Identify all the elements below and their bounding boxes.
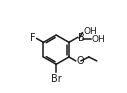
Text: Br: Br	[51, 74, 62, 84]
Text: F: F	[30, 33, 35, 43]
Text: OH: OH	[92, 35, 105, 44]
Text: B: B	[78, 33, 85, 43]
Text: O: O	[76, 56, 84, 66]
Text: OH: OH	[83, 27, 97, 36]
